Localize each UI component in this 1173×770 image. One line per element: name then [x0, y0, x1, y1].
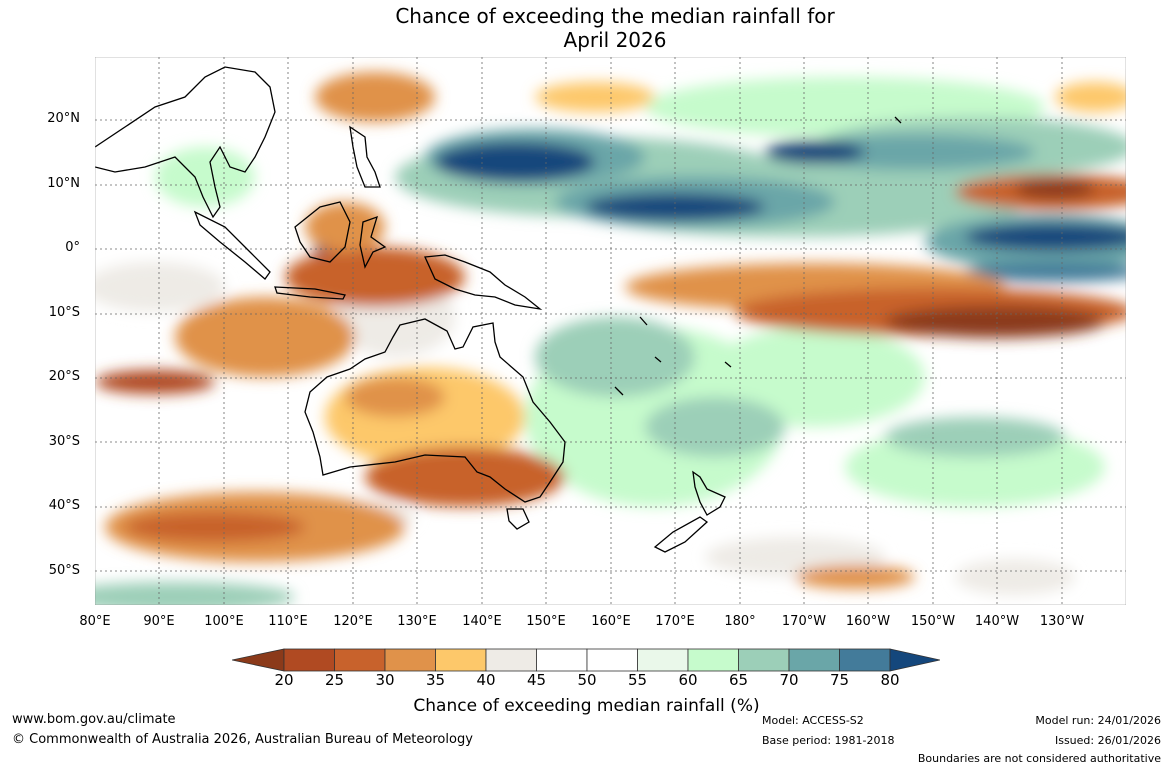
- new-guinea-outline: [424, 254, 543, 311]
- colorbar-tick-label: 50: [577, 671, 597, 689]
- colorbar: [232, 648, 940, 672]
- colorbar-tick-label: 45: [526, 671, 547, 689]
- colorbar-tick-label: 25: [324, 671, 345, 689]
- colorbar-tick-label: 30: [375, 671, 395, 689]
- title-line-2: April 2026: [563, 28, 667, 52]
- lon-label-140e: 140°E: [462, 614, 502, 629]
- sulawesi-outline: [359, 215, 387, 269]
- base-period-text: Base period: 1981-2018: [762, 734, 895, 747]
- lon-label-140w: 140°W: [974, 614, 1020, 629]
- copyright-text: © Commonwealth of Australia 2026, Austra…: [12, 732, 473, 747]
- colorbar-cell: [334, 648, 386, 672]
- colorbar-cell: [384, 648, 436, 672]
- colorbar-title: Chance of exceeding median rainfall (%): [413, 696, 760, 716]
- colorbar-tick-label: 70: [779, 671, 799, 689]
- colorbar-cell: [637, 648, 689, 672]
- issued-text: Issued: 26/01/2026: [1054, 734, 1161, 747]
- lat-label-20s: 20°S: [48, 369, 80, 384]
- lon-label-130e: 130°E: [397, 614, 437, 629]
- lon-label-160w: 160°W: [845, 614, 891, 629]
- colorbar-cells: [283, 648, 891, 672]
- colorbar-tick-label: 35: [425, 671, 446, 689]
- mainland-sea-outline: [95, 66, 276, 219]
- lat-label-50s: 50°S: [48, 563, 80, 578]
- lat-label-40s: 40°S: [48, 498, 80, 513]
- colorbar-cell: [788, 648, 840, 672]
- new-zealand-north: [692, 470, 726, 516]
- rainfall-anomaly-field: [95, 72, 1126, 605]
- model-text: Model: ACCESS-S2: [762, 714, 864, 727]
- colorbar-arrow-high: [889, 648, 940, 672]
- colorbar-arrow-low: [232, 648, 285, 672]
- colorbar-tick-label: 55: [627, 671, 648, 689]
- australia-outline: [304, 318, 566, 503]
- colorbar-cell: [435, 648, 487, 672]
- lon-label-110e: 110°E: [268, 614, 308, 629]
- new-zealand-south: [653, 516, 709, 553]
- colorbar-tick-label: 60: [678, 671, 698, 689]
- graticule: [95, 57, 1126, 605]
- colorbar-tick-label: 80: [880, 671, 900, 689]
- lat-label-10n: 10°N: [47, 176, 80, 191]
- lon-label-170e: 170°E: [655, 614, 695, 629]
- java-outline: [274, 286, 346, 300]
- tasmania-outline: [506, 508, 530, 530]
- lon-label-180: 180°: [724, 614, 756, 629]
- colorbar-tick-label: 65: [728, 671, 749, 689]
- colorbar-cell: [738, 648, 790, 672]
- lon-label-120e: 120°E: [333, 614, 373, 629]
- lon-label-170w: 170°W: [781, 614, 827, 629]
- lon-label-150w: 150°W: [910, 614, 956, 629]
- colorbar-cell: [687, 648, 739, 672]
- lon-label-130w: 130°W: [1039, 614, 1085, 629]
- lon-label-100e: 100°E: [204, 614, 244, 629]
- lat-label-30s: 30°S: [48, 434, 80, 449]
- colorbar-cell: [839, 648, 891, 672]
- lat-label-0: 0°: [65, 240, 80, 255]
- pacific-islands: [614, 116, 902, 396]
- website-link[interactable]: www.bom.gov.au/climate: [12, 712, 176, 727]
- lon-label-150e: 150°E: [526, 614, 566, 629]
- lat-label-10s: 10°S: [48, 305, 80, 320]
- title-line-1: Chance of exceeding the median rainfall …: [395, 4, 835, 28]
- model-run-text: Model run: 24/01/2026: [1035, 714, 1161, 727]
- colorbar-tick-label: 75: [829, 671, 850, 689]
- lon-label-80e: 80°E: [79, 614, 111, 629]
- colorbar-tick-label: 40: [476, 671, 496, 689]
- colorbar-cell: [485, 648, 537, 672]
- chart-title: Chance of exceeding the median rainfall …: [0, 4, 1173, 52]
- philippines-outline: [349, 125, 381, 188]
- coastlines: [95, 66, 902, 553]
- borneo-outline: [294, 201, 351, 263]
- lat-label-20n: 20°N: [47, 111, 80, 126]
- sumatra-outline: [193, 210, 271, 280]
- lon-label-90e: 90°E: [143, 614, 175, 629]
- rainfall-map: [95, 57, 1126, 605]
- colorbar-cell: [536, 648, 588, 672]
- colorbar-tick-label: 20: [274, 671, 294, 689]
- disclaimer-text: Boundaries are not considered authoritat…: [917, 752, 1161, 765]
- lon-label-160e: 160°E: [591, 614, 631, 629]
- colorbar-cell: [586, 648, 638, 672]
- colorbar-cell: [283, 648, 335, 672]
